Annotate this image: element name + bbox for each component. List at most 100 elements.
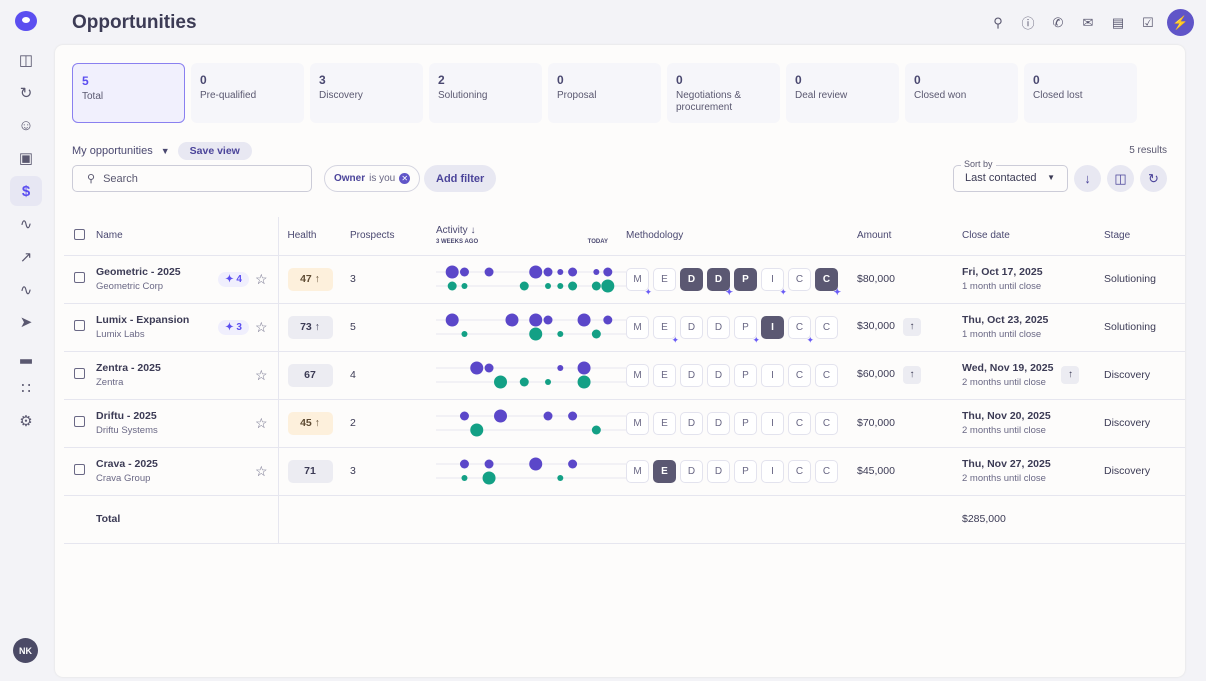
owner-filter-chip[interactable]: Owner is you ✕ bbox=[324, 165, 421, 192]
tasks-icon[interactable]: ☑ bbox=[1142, 14, 1154, 30]
select-all-checkbox[interactable] bbox=[74, 228, 85, 240]
opportunity-name[interactable]: Crava - 2025 bbox=[96, 458, 158, 470]
activity-dot-inbound[interactable] bbox=[461, 475, 468, 481]
methodology-step[interactable]: C bbox=[788, 411, 811, 435]
sidebar-item-reports[interactable]: ▂ bbox=[10, 340, 42, 370]
methodology-step[interactable]: M bbox=[626, 363, 649, 387]
methodology-step[interactable]: E ✦ bbox=[653, 315, 679, 344]
activity-dot-inbound[interactable] bbox=[568, 281, 578, 291]
methodology-step[interactable]: P ✦ bbox=[734, 315, 760, 344]
activity-dot-outbound[interactable] bbox=[543, 267, 553, 277]
row-checkbox[interactable] bbox=[74, 416, 85, 427]
star-icon[interactable]: ☆ bbox=[254, 270, 268, 287]
opportunity-name[interactable]: Geometric - 2025 bbox=[96, 266, 181, 278]
activity-dot-outbound[interactable] bbox=[484, 267, 494, 277]
activity-dot-outbound[interactable] bbox=[529, 457, 543, 471]
methodology-step[interactable]: C ✦ bbox=[815, 267, 841, 296]
activity-dot-outbound[interactable] bbox=[494, 409, 508, 423]
activity-dot-outbound[interactable] bbox=[505, 313, 519, 327]
arrow-up-icon[interactable]: ↑ bbox=[1061, 366, 1080, 384]
activity-dot-inbound[interactable] bbox=[494, 375, 508, 389]
view-dropdown[interactable]: My opportunities bbox=[72, 145, 153, 157]
activity-dot-inbound[interactable] bbox=[591, 425, 601, 435]
sidebar-item-opportunities[interactable]: $ bbox=[10, 176, 42, 207]
methodology-step[interactable]: C bbox=[788, 363, 811, 387]
methodology-step[interactable]: D bbox=[680, 315, 703, 339]
row-checkbox[interactable] bbox=[74, 320, 85, 331]
methodology-step[interactable]: M bbox=[626, 315, 649, 339]
methodology-step[interactable]: C bbox=[788, 459, 811, 483]
arrow-up-icon[interactable]: ↑ bbox=[902, 318, 921, 336]
activity-dot-outbound[interactable] bbox=[568, 459, 578, 469]
activity-dot-inbound[interactable] bbox=[545, 379, 552, 385]
insights-badge[interactable]: ✦ 3 bbox=[218, 319, 249, 335]
avatar[interactable]: NK bbox=[13, 638, 38, 663]
activity-dot-outbound[interactable] bbox=[557, 365, 564, 371]
methodology-step[interactable]: C bbox=[815, 363, 838, 387]
methodology-step[interactable]: I bbox=[761, 363, 784, 387]
methodology-step[interactable]: D bbox=[707, 315, 730, 339]
row-checkbox[interactable] bbox=[74, 368, 85, 379]
col-health[interactable]: Health bbox=[278, 217, 350, 256]
star-icon[interactable]: ☆ bbox=[254, 318, 268, 335]
activity-dot-inbound[interactable] bbox=[577, 375, 591, 389]
activity-dot-inbound[interactable] bbox=[519, 377, 529, 387]
table-row[interactable]: Driftu - 2025 Driftu Systems ☆ 45 ↑ 2 M E D… bbox=[64, 399, 1185, 448]
methodology-step[interactable]: D bbox=[680, 459, 703, 483]
methodology-step[interactable]: C ✦ bbox=[788, 315, 814, 344]
activity-dot-inbound[interactable] bbox=[601, 279, 615, 293]
activity-dot-outbound[interactable] bbox=[459, 459, 469, 469]
col-prospects[interactable]: Prospects bbox=[350, 217, 436, 256]
logo[interactable] bbox=[15, 11, 37, 31]
sidebar-item-contacts[interactable]: ☺ bbox=[10, 111, 42, 141]
stage-tab[interactable]: 0 Pre-qualified bbox=[191, 63, 304, 123]
opportunity-name[interactable]: Lumix - Expansion bbox=[96, 314, 190, 326]
activity-dot-outbound[interactable] bbox=[577, 361, 591, 375]
stage-tab[interactable]: 0 Closed lost bbox=[1024, 63, 1137, 123]
methodology-step[interactable]: C bbox=[815, 315, 838, 339]
table-row[interactable]: Zentra - 2025 Zentra ☆ 67 4 M E D D P I C C $60,… bbox=[64, 351, 1185, 400]
stage-tab[interactable]: 0 Closed won bbox=[905, 63, 1018, 123]
activity-dot-inbound[interactable] bbox=[557, 331, 564, 337]
star-icon[interactable]: ☆ bbox=[254, 366, 268, 383]
methodology-step[interactable]: I bbox=[761, 459, 784, 483]
col-name[interactable]: Name bbox=[88, 217, 279, 256]
stage-tab[interactable]: 0 Proposal bbox=[548, 63, 661, 123]
stage-tab[interactable]: 0 Negotiations & procurement bbox=[667, 63, 780, 123]
methodology-step[interactable]: P bbox=[734, 459, 757, 483]
activity-dot-outbound[interactable] bbox=[445, 265, 459, 279]
row-checkbox[interactable] bbox=[74, 272, 85, 283]
sidebar-item-apps[interactable]: ∷ bbox=[10, 373, 42, 403]
opportunity-name[interactable]: Zentra - 2025 bbox=[96, 362, 161, 374]
sidebar-item-sequences[interactable]: ∿ bbox=[10, 275, 42, 305]
activity-dot-outbound[interactable] bbox=[557, 269, 564, 275]
activity-dot-inbound[interactable] bbox=[461, 331, 468, 337]
activity-dot-inbound[interactable] bbox=[461, 283, 468, 289]
activity-dot-outbound[interactable] bbox=[568, 267, 578, 277]
activity-dot-outbound[interactable] bbox=[459, 267, 469, 277]
methodology-step[interactable]: D bbox=[680, 363, 703, 387]
methodology-step[interactable]: I bbox=[761, 315, 784, 339]
activity-dot-outbound[interactable] bbox=[603, 267, 613, 277]
add-filter-button[interactable]: Add filter bbox=[424, 165, 497, 192]
methodology-step[interactable]: E bbox=[653, 363, 676, 387]
table-row[interactable]: Lumix - Expansion Lumix Labs ✦ 3 ☆ 73 ↑ 5… bbox=[64, 303, 1185, 352]
col-methodology[interactable]: Methodology bbox=[626, 217, 857, 256]
arrow-up-icon[interactable]: ↑ bbox=[902, 366, 921, 384]
stage-tab[interactable]: 3 Discovery bbox=[310, 63, 423, 123]
activity-dot-outbound[interactable] bbox=[603, 315, 613, 325]
activity-dot-outbound[interactable] bbox=[577, 313, 591, 327]
activity-dot-outbound[interactable] bbox=[529, 313, 543, 327]
activity-dot-outbound[interactable] bbox=[529, 265, 543, 279]
methodology-step[interactable]: M ✦ bbox=[626, 267, 652, 296]
sort-select[interactable]: Sort by Last contacted ▼ bbox=[953, 159, 1068, 192]
stage-tab[interactable]: 0 Deal review bbox=[786, 63, 899, 123]
stage-tab[interactable]: 2 Solutioning bbox=[429, 63, 542, 123]
bolt-icon[interactable]: ⚡ bbox=[1167, 9, 1194, 36]
stage-tab[interactable]: 5 Total bbox=[72, 63, 185, 123]
star-icon[interactable]: ☆ bbox=[254, 462, 268, 479]
methodology-step[interactable]: D bbox=[707, 411, 730, 435]
col-stage[interactable]: Stage bbox=[1104, 217, 1185, 256]
activity-dot-outbound[interactable] bbox=[543, 315, 553, 325]
